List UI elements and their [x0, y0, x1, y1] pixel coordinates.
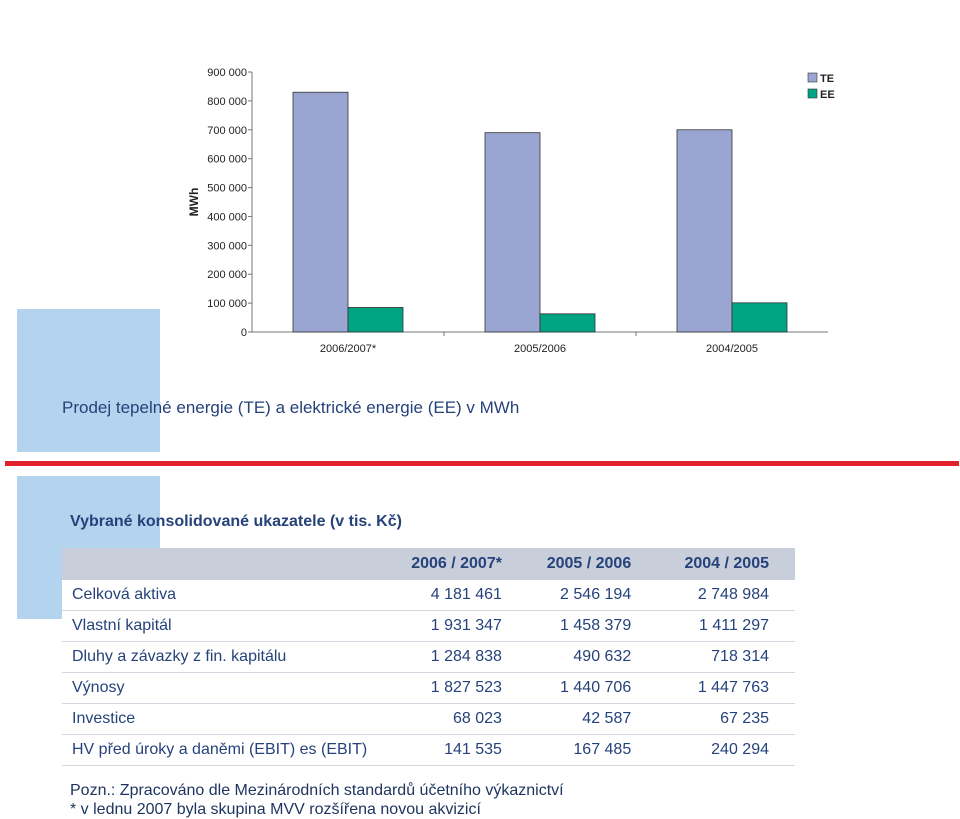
row-label: Celková aktiva [62, 580, 391, 611]
table-row: Vlastní kapitál 1 931 347 1 458 379 1 41… [62, 610, 795, 642]
y-tick-label: 100 000 [207, 298, 247, 310]
table-title: Vybrané konsolidované ukazatele (v tis. … [70, 513, 402, 530]
table-header-label [62, 548, 391, 580]
notes: Pozn.: Zpracováno dle Mezinárodních stan… [70, 781, 564, 819]
row-value: 42 587 [517, 703, 650, 735]
row-value: 2 748 984 [649, 580, 795, 611]
table-row: Výnosy 1 827 523 1 440 706 1 447 763 [62, 672, 795, 704]
row-value: 490 632 [517, 641, 650, 673]
table-row: Celková aktiva 4 181 461 2 546 194 2 748… [62, 580, 795, 611]
x-tick-label: 2004/2005 [706, 343, 758, 355]
row-label: Dluhy a závazky z fin. kapitálu [62, 641, 391, 673]
indicators-table: 2006 / 2007* 2005 / 2006 2004 / 2005 Cel… [62, 548, 795, 766]
table-header-row: 2006 / 2007* 2005 / 2006 2004 / 2005 [62, 548, 795, 580]
decorative-blue-block-top [17, 309, 160, 452]
bar-chart: 0 100 000 200 000 300 000 400 000 500 000 600 … [187, 67, 835, 355]
row-value: 2 546 194 [517, 580, 650, 611]
row-label: Vlastní kapitál [62, 610, 391, 642]
y-tick-label: 800 000 [207, 96, 247, 108]
y-tick-label: 200 000 [207, 269, 247, 281]
y-tick-label: 500 000 [207, 183, 247, 195]
note-acquisition: * v lednu 2007 byla skupina MVV rozšířen… [70, 801, 481, 818]
y-axis-label: MWh [187, 188, 201, 217]
table-row: HV před úroky a daněmi (EBIT) es (EBIT) … [62, 734, 795, 766]
row-value: 1 447 763 [649, 672, 795, 704]
table-row: Dluhy a závazky z fin. kapitálu 1 284 83… [62, 641, 795, 673]
legend-swatch-ee [807, 88, 818, 99]
bar-ee [731, 302, 788, 333]
bar-te [676, 129, 733, 333]
legend-swatch-te [807, 72, 818, 83]
y-tick-label: 900 000 [207, 67, 247, 79]
bar-ee [539, 313, 596, 333]
row-value: 141 535 [390, 734, 518, 766]
row-value: 718 314 [649, 641, 795, 673]
row-value: 1 931 347 [390, 610, 518, 642]
row-value: 1 827 523 [390, 672, 518, 704]
legend-label-ee: EE [820, 89, 835, 101]
row-value: 67 235 [649, 703, 795, 735]
table-header-year-1: 2006 / 2007* [390, 548, 518, 580]
row-value: 167 485 [517, 734, 650, 766]
row-value: 1 440 706 [517, 672, 650, 704]
chart-caption: Prodej tepelné energie (TE) a elektrické… [62, 398, 520, 417]
row-value: 1 411 297 [649, 610, 795, 642]
y-tick-label: 600 000 [207, 154, 247, 166]
section-divider [5, 461, 959, 466]
x-tick-label: 2005/2006 [514, 343, 566, 355]
bar-te [292, 91, 349, 333]
table-row: Investice 68 023 42 587 67 235 [62, 703, 795, 735]
y-tick-label: 400 000 [207, 211, 247, 223]
row-label: Investice [62, 703, 391, 735]
bar-te [484, 132, 541, 333]
row-value: 4 181 461 [390, 580, 518, 611]
y-tick-label: 700 000 [207, 125, 247, 137]
bar-ee [347, 307, 404, 333]
y-tick-label: 0 [241, 327, 247, 339]
y-tick-label: 300 000 [207, 240, 247, 252]
row-value: 1 458 379 [517, 610, 650, 642]
table-header-year-3: 2004 / 2005 [649, 548, 795, 580]
table-header-year-2: 2005 / 2006 [517, 548, 650, 580]
x-tick-label: 2006/2007* [320, 343, 377, 355]
legend-label-te: TE [820, 73, 834, 85]
row-value: 68 023 [390, 703, 518, 735]
note-source: Pozn.: Zpracováno dle Mezinárodních stan… [70, 782, 564, 799]
row-label: Výnosy [62, 672, 391, 704]
row-value: 1 284 838 [390, 641, 518, 673]
row-value: 240 294 [649, 734, 795, 766]
row-label: HV před úroky a daněmi (EBIT) es (EBIT) [62, 734, 391, 766]
